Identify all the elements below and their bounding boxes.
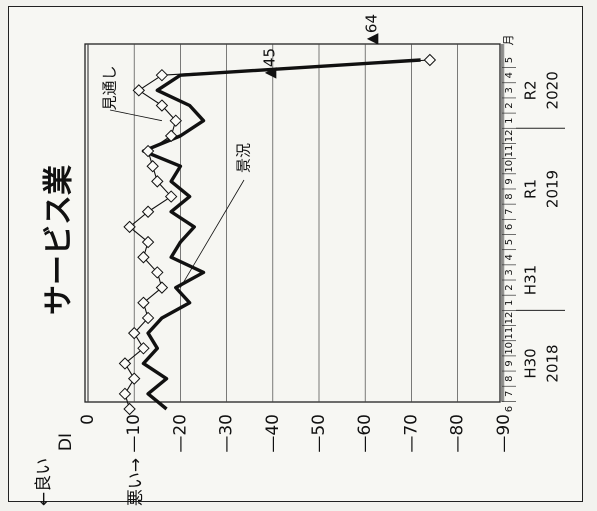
y-tick-label: —20 (170, 414, 190, 453)
data-point (151, 266, 164, 279)
x-tick-label: 11 (504, 327, 515, 340)
year-label: 2019 (544, 170, 562, 208)
x-tick-label: 2 (504, 102, 515, 108)
data-point (141, 205, 155, 218)
y-tick-label: —10 (124, 414, 144, 453)
x-tick-label: 2 (504, 284, 515, 290)
x-tick-label: 10 (504, 160, 515, 173)
x-tick-label: 11 (504, 145, 515, 158)
x-tick-label: 9 (504, 360, 515, 366)
data-point (123, 402, 136, 416)
data-point (164, 190, 178, 203)
off-scale-annotation: ▲45 (261, 48, 279, 79)
leader-line-outlook (109, 109, 163, 122)
data-point (141, 144, 155, 158)
year-label: 2018 (544, 344, 562, 382)
series-label-condition: 景況 (235, 143, 253, 173)
data-point (127, 326, 141, 340)
data-point (137, 342, 150, 355)
data-point (155, 281, 169, 294)
x-tick-label: 4 (504, 254, 515, 260)
data-point (141, 235, 155, 249)
x-tick-label: 6 (504, 224, 515, 230)
chart-title: サービス業 (42, 165, 77, 315)
data-point (423, 53, 437, 67)
y-tick-label: —30 (217, 414, 237, 453)
y-tick-label: 0 (78, 414, 98, 425)
x-tick-label: 4 (504, 72, 515, 78)
good-direction-label: ←良い (34, 458, 54, 506)
x-tick-label: 5 (504, 57, 515, 63)
era-label: H30 (522, 348, 540, 378)
data-point (146, 160, 159, 173)
y-tick-label: —40 (263, 414, 283, 453)
data-point (164, 129, 178, 143)
series-label-outlook: 見通し (101, 65, 119, 110)
data-point (155, 99, 169, 112)
data-point (137, 251, 150, 264)
x-tick-label: 12 (504, 312, 515, 325)
year-label: 2020 (544, 71, 562, 109)
data-point (137, 296, 150, 309)
x-tick-label: 9 (504, 178, 515, 184)
x-tick-label: 10 (504, 342, 515, 355)
data-point (118, 357, 132, 370)
x-tick-label: 3 (504, 87, 515, 93)
series-line-condition (141, 58, 421, 411)
data-point (127, 372, 141, 385)
data-point (155, 68, 169, 82)
data-point (151, 175, 164, 188)
era-label: R2 (522, 80, 540, 100)
x-tick-label: 5 (504, 239, 515, 245)
x-tick-label: 1 (504, 118, 515, 124)
bad-direction-label: 悪い→ (126, 458, 146, 506)
x-tick-label: 6 (504, 406, 515, 412)
y-tick-label: —50 (309, 414, 329, 453)
era-label: R1 (522, 179, 540, 199)
x-tick-label: 3 (504, 269, 515, 275)
di-axis-label: DI (56, 433, 76, 451)
x-tick-label: 7 (504, 209, 515, 215)
data-point (132, 84, 146, 97)
x-tick-label: 12 (504, 130, 515, 143)
x-tick-label: 8 (504, 375, 515, 381)
data-point (141, 311, 155, 325)
leader-line-condition (180, 179, 245, 288)
y-tick-label: —60 (355, 414, 375, 453)
y-tick-label: —70 (401, 414, 421, 453)
data-point (118, 387, 132, 401)
y-tick-label: —80 (448, 414, 468, 453)
x-tick-label: 7 (504, 391, 515, 397)
x-tick-label: 1 (504, 300, 515, 306)
y-tick-label: —90 (494, 414, 514, 453)
x-tick-label: 8 (504, 193, 515, 199)
era-label: H31 (522, 265, 540, 295)
month-suffix: 月 (502, 35, 515, 46)
data-point (169, 114, 182, 127)
data-point (123, 220, 136, 234)
off-scale-annotation: ▲64 (363, 14, 381, 45)
